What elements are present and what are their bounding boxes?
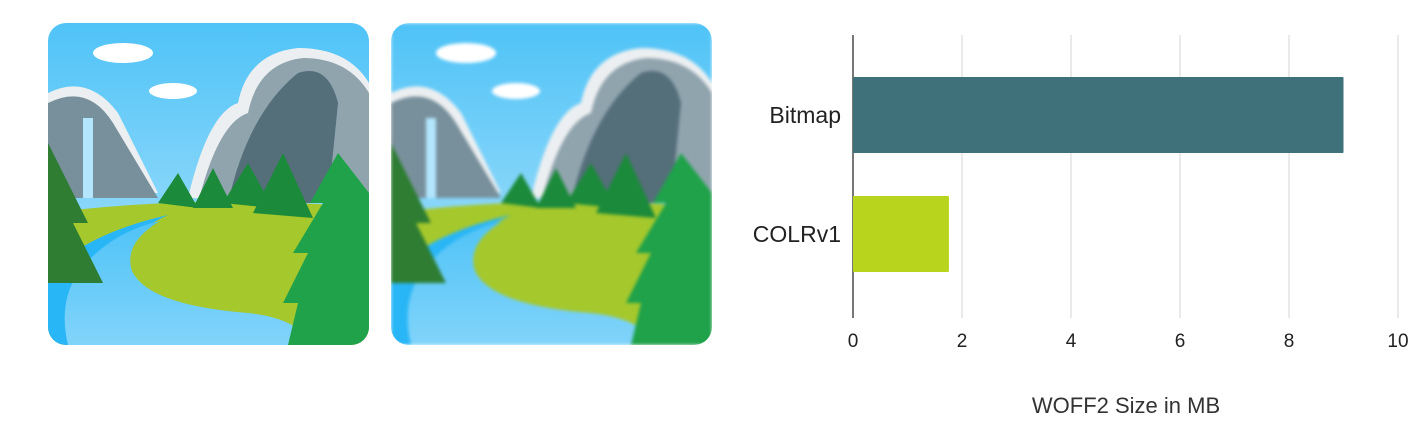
x-tick-label: 0 [848, 331, 859, 352]
x-tick-label: 2 [957, 331, 968, 352]
x-axis-label: WOFF2 Size in MB [1032, 393, 1220, 418]
category-label: Bitmap [769, 102, 841, 128]
x-tick-label: 10 [1387, 331, 1408, 352]
x-tick-label: 6 [1175, 331, 1186, 352]
bar-colrv1 [853, 196, 949, 272]
bitmap-emoji-image [48, 23, 369, 345]
x-tick-label: 8 [1284, 331, 1295, 352]
bar-bitmap [853, 77, 1344, 153]
x-tick-label: 4 [1066, 331, 1077, 352]
colrv1-emoji-image [391, 23, 712, 345]
category-label: COLRv1 [753, 221, 841, 247]
